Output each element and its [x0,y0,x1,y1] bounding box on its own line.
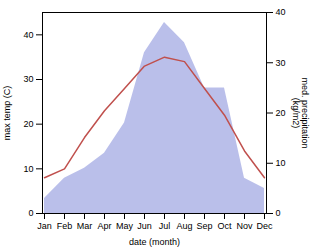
svg-text:Dec: Dec [256,221,273,231]
svg-text:Jun: Jun [137,221,152,231]
svg-text:10: 10 [23,164,33,174]
svg-text:Sep: Sep [196,221,212,231]
svg-text:10: 10 [276,158,286,168]
svg-text:max temp (C): max temp (C) [2,86,12,141]
svg-text:30: 30 [23,74,33,84]
svg-text:Jul: Jul [159,221,171,231]
svg-text:Nov: Nov [236,221,253,231]
svg-text:40: 40 [276,7,286,17]
svg-text:Jan: Jan [37,221,52,231]
svg-text:Oct: Oct [217,221,232,231]
svg-text:0: 0 [276,208,281,218]
svg-text:0: 0 [28,208,33,218]
svg-text:40: 40 [23,30,33,40]
svg-text:date (month): date (month) [129,237,180,247]
svg-text:Mar: Mar [77,221,93,231]
svg-text:20: 20 [276,108,286,118]
svg-text:med. precipitation(kg/m2): med. precipitation(kg/m2) [291,77,310,148]
svg-text:20: 20 [23,119,33,129]
svg-text:Apr: Apr [97,221,111,231]
svg-text:30: 30 [276,58,286,68]
svg-text:May: May [116,221,134,231]
svg-text:Feb: Feb [57,221,73,231]
svg-text:Aug: Aug [176,221,192,231]
